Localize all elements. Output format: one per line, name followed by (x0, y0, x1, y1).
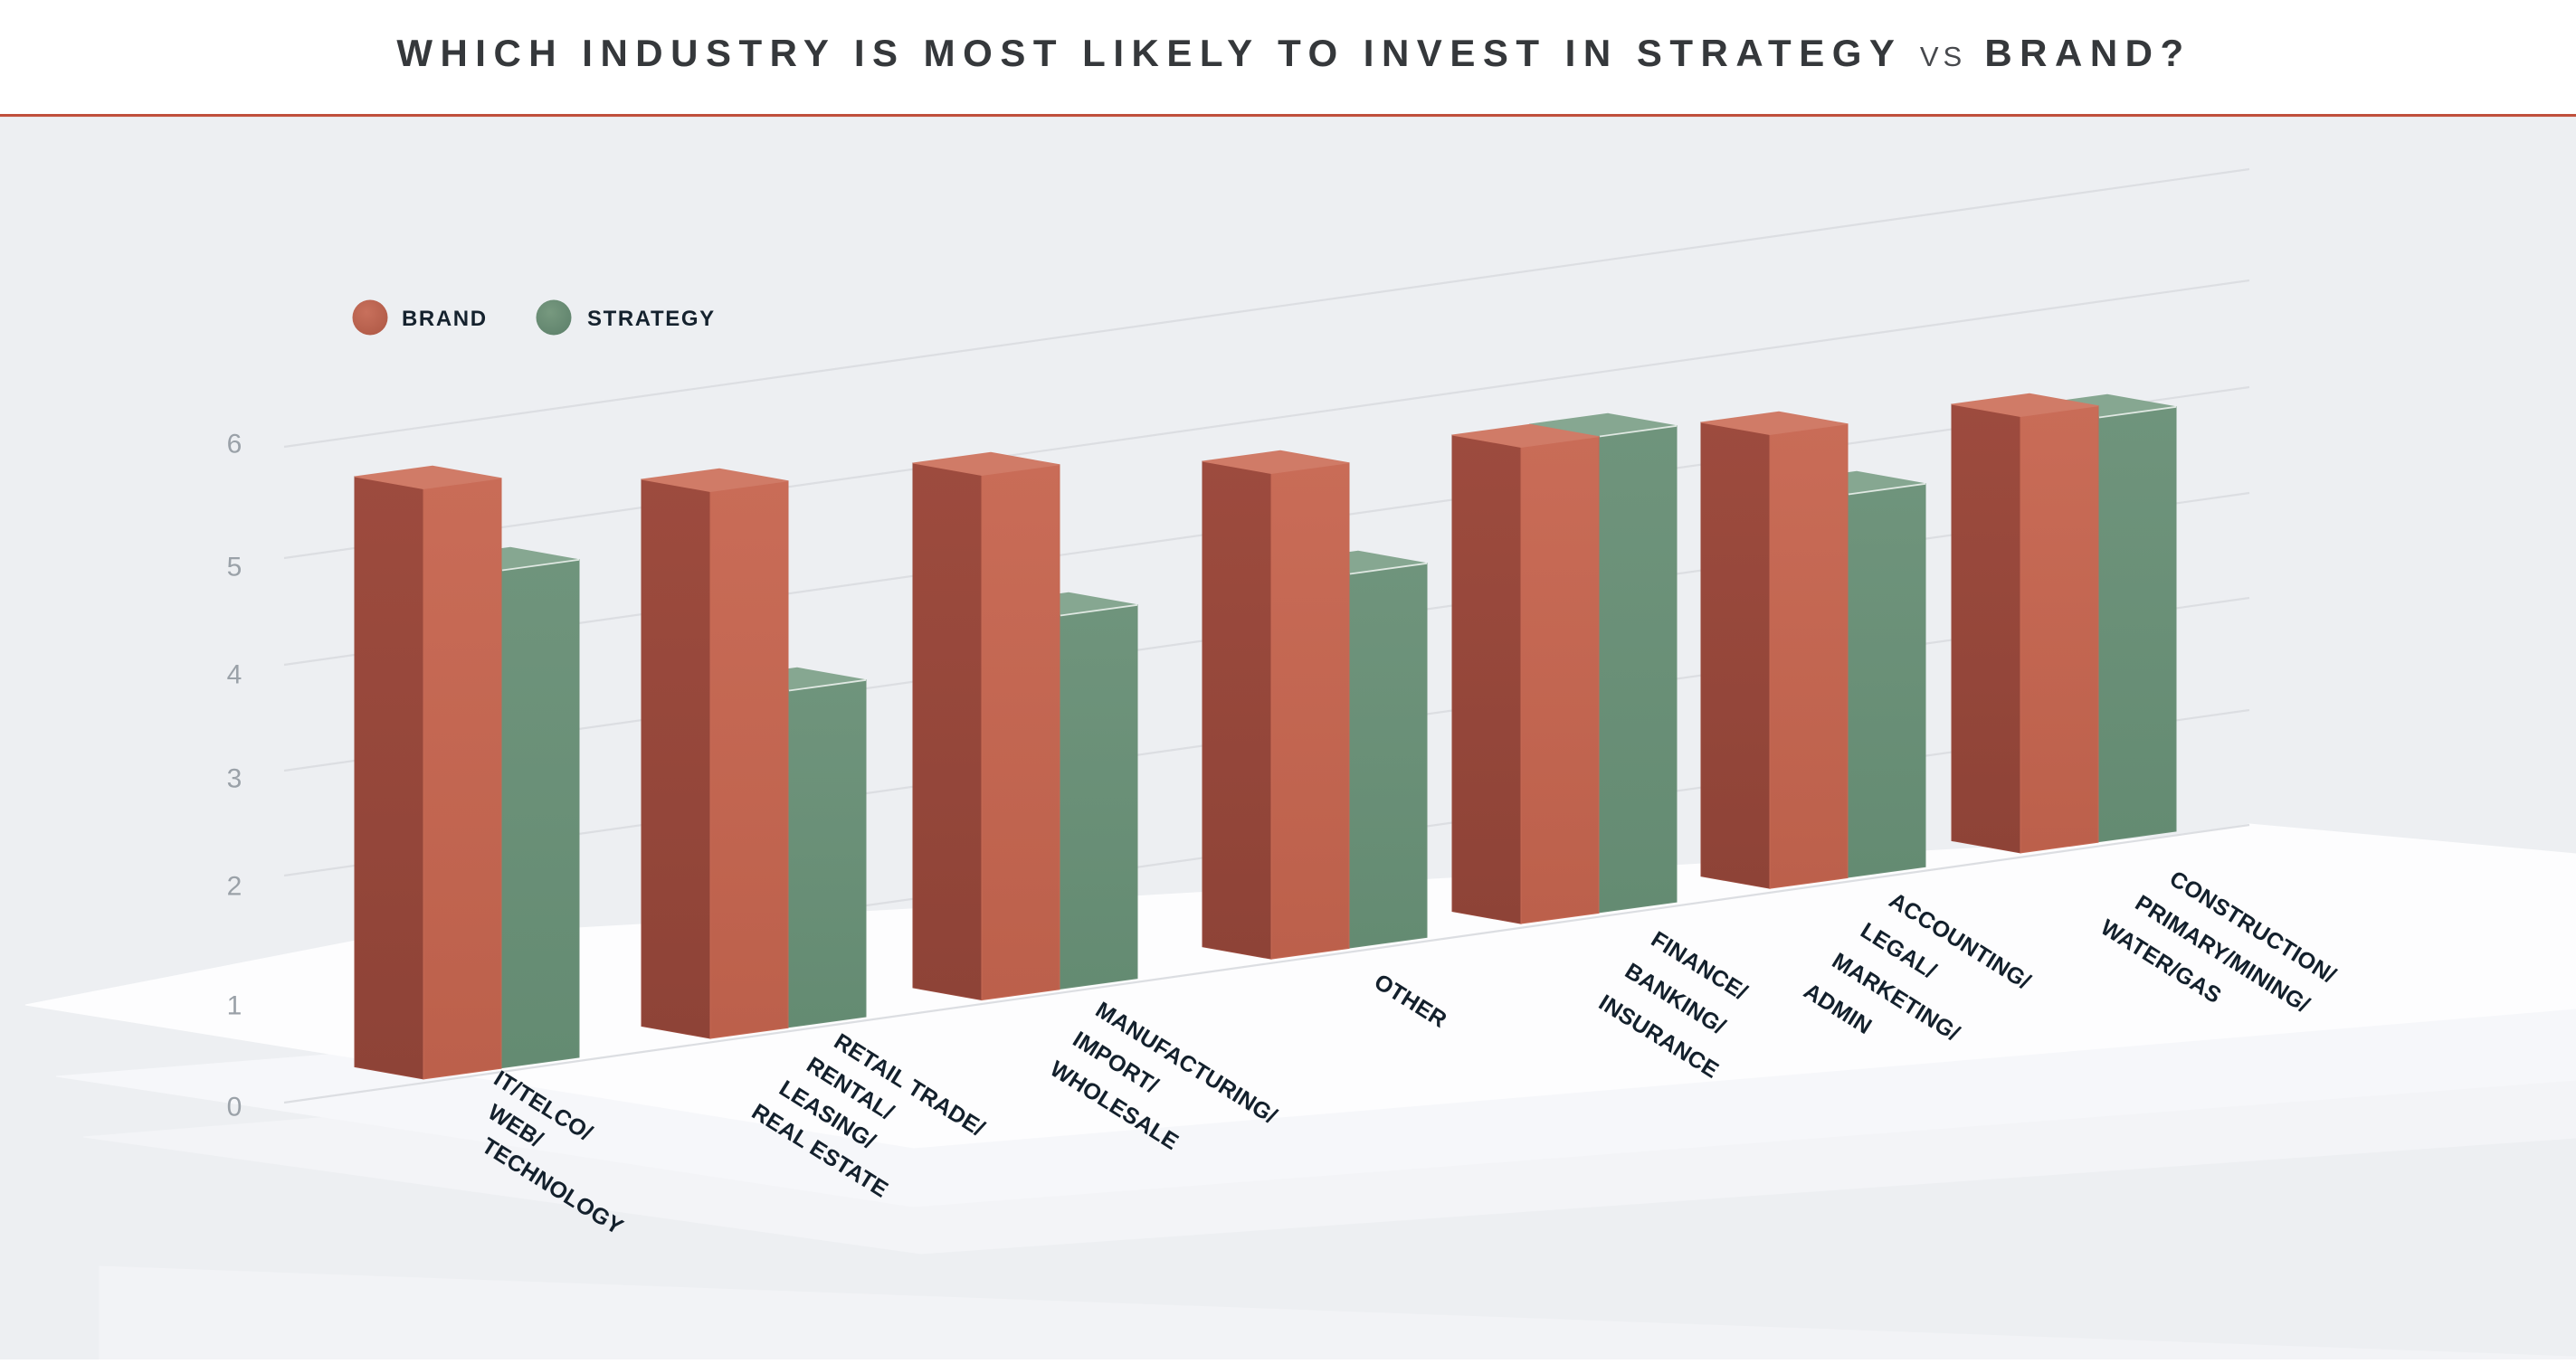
svg-text:3: 3 (227, 764, 242, 794)
svg-text:WHICH INDUSTRY IS MOST LIKELY: WHICH INDUSTRY IS MOST LIKELY TO INVEST … (396, 32, 2191, 74)
svg-text:BRAND: BRAND (402, 307, 488, 331)
svg-text:5: 5 (227, 553, 242, 583)
svg-text:6: 6 (227, 430, 242, 459)
svg-text:2: 2 (227, 872, 242, 902)
svg-text:1: 1 (227, 991, 242, 1021)
svg-text:STRATEGY: STRATEGY (587, 307, 716, 331)
svg-text:0: 0 (227, 1093, 242, 1122)
svg-text:4: 4 (227, 660, 242, 690)
